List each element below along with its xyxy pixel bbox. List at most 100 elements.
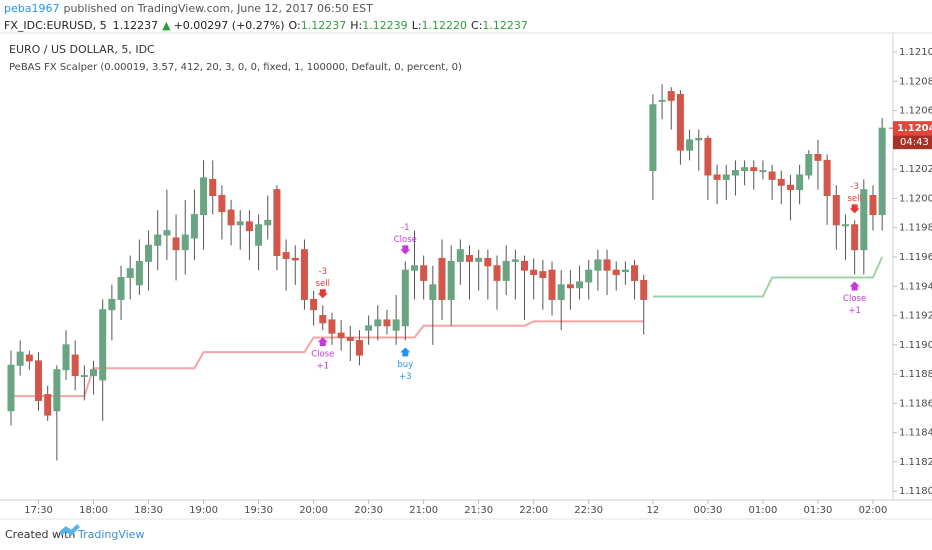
candle-body [695,137,703,141]
y-tick-label: 1.11900 [899,340,932,351]
candle-body [35,360,43,401]
candle-body [264,219,272,226]
signal-arrow [317,289,328,299]
candle-body [154,234,162,246]
chart-title: EURO / US DOLLAR, 5, IDC [9,43,155,56]
candle-body [566,284,574,289]
x-tick-label: 20:30 [354,505,383,516]
y-tick-label: 1.11820 [899,457,932,468]
candle-body [90,369,98,377]
candle-body [841,224,849,227]
signal-label: Close [843,294,866,304]
candle-body [319,315,327,324]
candle-body [429,284,437,300]
candle-body [466,255,473,262]
x-tick-label: 18:30 [134,505,163,516]
symbol: FX_IDC:EURUSD, 5 [4,19,107,32]
candle-body [209,178,217,196]
h-value: 1.12239 [362,19,408,32]
candle-body [282,252,290,259]
candle-body [172,237,180,251]
candle-body [631,265,639,281]
x-tick-label: 17:30 [24,505,53,516]
x-tick-label: 22:00 [519,505,548,516]
candle-body [80,375,88,378]
candle-body [337,332,345,339]
candle-body [832,194,840,226]
candle-body [392,319,400,331]
c-value: 1.12237 [482,19,528,32]
candle-body [135,260,143,286]
footer-brand[interactable]: TradingView [77,528,144,541]
y-tick-label: 1.11880 [899,369,932,380]
candle-body [126,268,134,278]
candle-body [786,184,794,191]
candle-body [869,194,877,216]
candle-body [640,279,648,300]
candle-body [777,178,785,186]
candle-body [438,257,446,300]
x-tick-label: 22:30 [574,505,603,516]
candle-body [731,170,739,176]
candle-body [722,174,730,180]
candle-body [346,337,354,341]
candle-body [383,319,391,327]
candle-body [16,351,24,366]
signal-arrow [317,337,328,347]
y-tick-label: 1.11980 [899,223,932,234]
candle-body [741,167,749,172]
candle-body [7,364,15,412]
y-tick-label: 1.12000 [899,193,932,204]
candle-body [557,284,565,300]
author[interactable]: peba1967 [4,2,59,15]
candle-body [521,260,529,271]
symbol-line: FX_IDC:EURUSD, 5 1.12237 ▲ +0.00297 (+0.27%… [4,19,528,32]
candle-body [99,309,107,381]
candle-body [621,269,629,273]
candle-body [796,174,804,191]
candle-body [456,249,464,262]
indicator-label: PeBAS FX Scalper (0.00019, 3.57, 412, 20… [9,62,462,73]
y-tick-label: 1.12100 [899,47,932,58]
candle-body [658,99,666,102]
stop-line [652,256,884,298]
signal-label: +3 [399,372,412,382]
header-line: peba1967 published on TradingView.com, Ju… [4,2,373,15]
candle-body [200,177,208,216]
candle-body [300,249,308,300]
signal-arrow [400,245,411,255]
candle-body [401,269,409,327]
candle-body [612,269,620,276]
candle-body [878,127,886,216]
candle-body [585,269,593,283]
candle-body [25,354,33,362]
l-value: 1.12220 [422,19,468,32]
y-tick-label: 1.12060 [899,106,932,117]
candle-body [374,319,382,327]
c-label: C: [471,19,482,32]
candle-body [365,325,373,331]
x-tick-label: 20:00 [299,505,328,516]
countdown-tag [893,135,932,150]
candle-body [530,269,538,276]
candle-body [355,339,363,356]
candle-body [576,281,584,289]
y-tick-label: 1.12020 [899,164,932,175]
candle-body [493,265,501,281]
candle-body [713,174,721,180]
candle-body [814,154,822,161]
candle-body [190,214,198,239]
candle-body [62,344,70,371]
signal-label: +1 [317,362,330,372]
y-tick-label: 1.11940 [899,281,932,292]
x-tick-label: 18:00 [79,505,108,516]
candle-body [603,259,611,271]
candle-body [310,298,318,311]
y-tick-label: 1.11840 [899,428,932,439]
candle-body [502,260,510,281]
candle-body [851,224,859,251]
candle-body [108,298,116,311]
candle-body [805,154,813,176]
candle-body [594,259,602,271]
